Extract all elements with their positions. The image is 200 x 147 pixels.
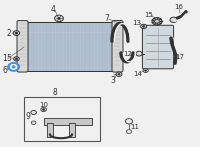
Circle shape [14, 57, 19, 61]
Circle shape [143, 69, 148, 72]
Bar [69, 123, 75, 137]
Circle shape [170, 17, 177, 22]
Text: 3: 3 [111, 76, 115, 85]
Circle shape [126, 130, 132, 133]
Bar [24, 97, 100, 141]
FancyBboxPatch shape [17, 21, 28, 72]
Circle shape [145, 70, 147, 71]
Text: 15: 15 [144, 12, 153, 18]
FancyBboxPatch shape [142, 25, 174, 69]
Bar [44, 118, 92, 125]
Circle shape [125, 119, 133, 124]
Circle shape [13, 31, 20, 35]
Text: 12: 12 [123, 51, 132, 57]
Circle shape [55, 15, 63, 22]
Text: 7: 7 [105, 14, 109, 23]
Circle shape [116, 72, 122, 76]
Text: 10: 10 [39, 102, 48, 108]
Circle shape [10, 65, 17, 69]
Text: 6: 6 [3, 66, 7, 75]
Circle shape [136, 51, 142, 56]
Text: 16: 16 [174, 4, 184, 10]
Text: 1: 1 [3, 54, 7, 63]
Text: 9: 9 [25, 112, 30, 121]
Bar [26, 22, 114, 71]
Bar [26, 22, 114, 71]
Circle shape [12, 66, 15, 68]
Circle shape [8, 63, 19, 71]
Circle shape [141, 24, 147, 29]
Text: 13: 13 [133, 20, 142, 26]
Circle shape [42, 109, 45, 110]
Circle shape [15, 58, 18, 60]
Circle shape [31, 110, 36, 115]
Circle shape [15, 32, 18, 34]
FancyBboxPatch shape [112, 21, 123, 72]
Text: 11: 11 [130, 124, 140, 130]
Circle shape [31, 121, 36, 125]
Circle shape [118, 73, 120, 75]
Text: 14: 14 [133, 71, 142, 77]
Text: 17: 17 [175, 54, 184, 60]
Text: 2: 2 [7, 29, 11, 38]
Text: 5: 5 [6, 54, 11, 63]
Text: 8: 8 [53, 88, 57, 97]
Circle shape [142, 26, 145, 27]
Circle shape [58, 17, 60, 19]
Circle shape [155, 20, 159, 23]
Bar [47, 123, 53, 137]
Text: 4: 4 [51, 5, 55, 14]
Circle shape [152, 18, 162, 25]
Circle shape [41, 107, 46, 112]
